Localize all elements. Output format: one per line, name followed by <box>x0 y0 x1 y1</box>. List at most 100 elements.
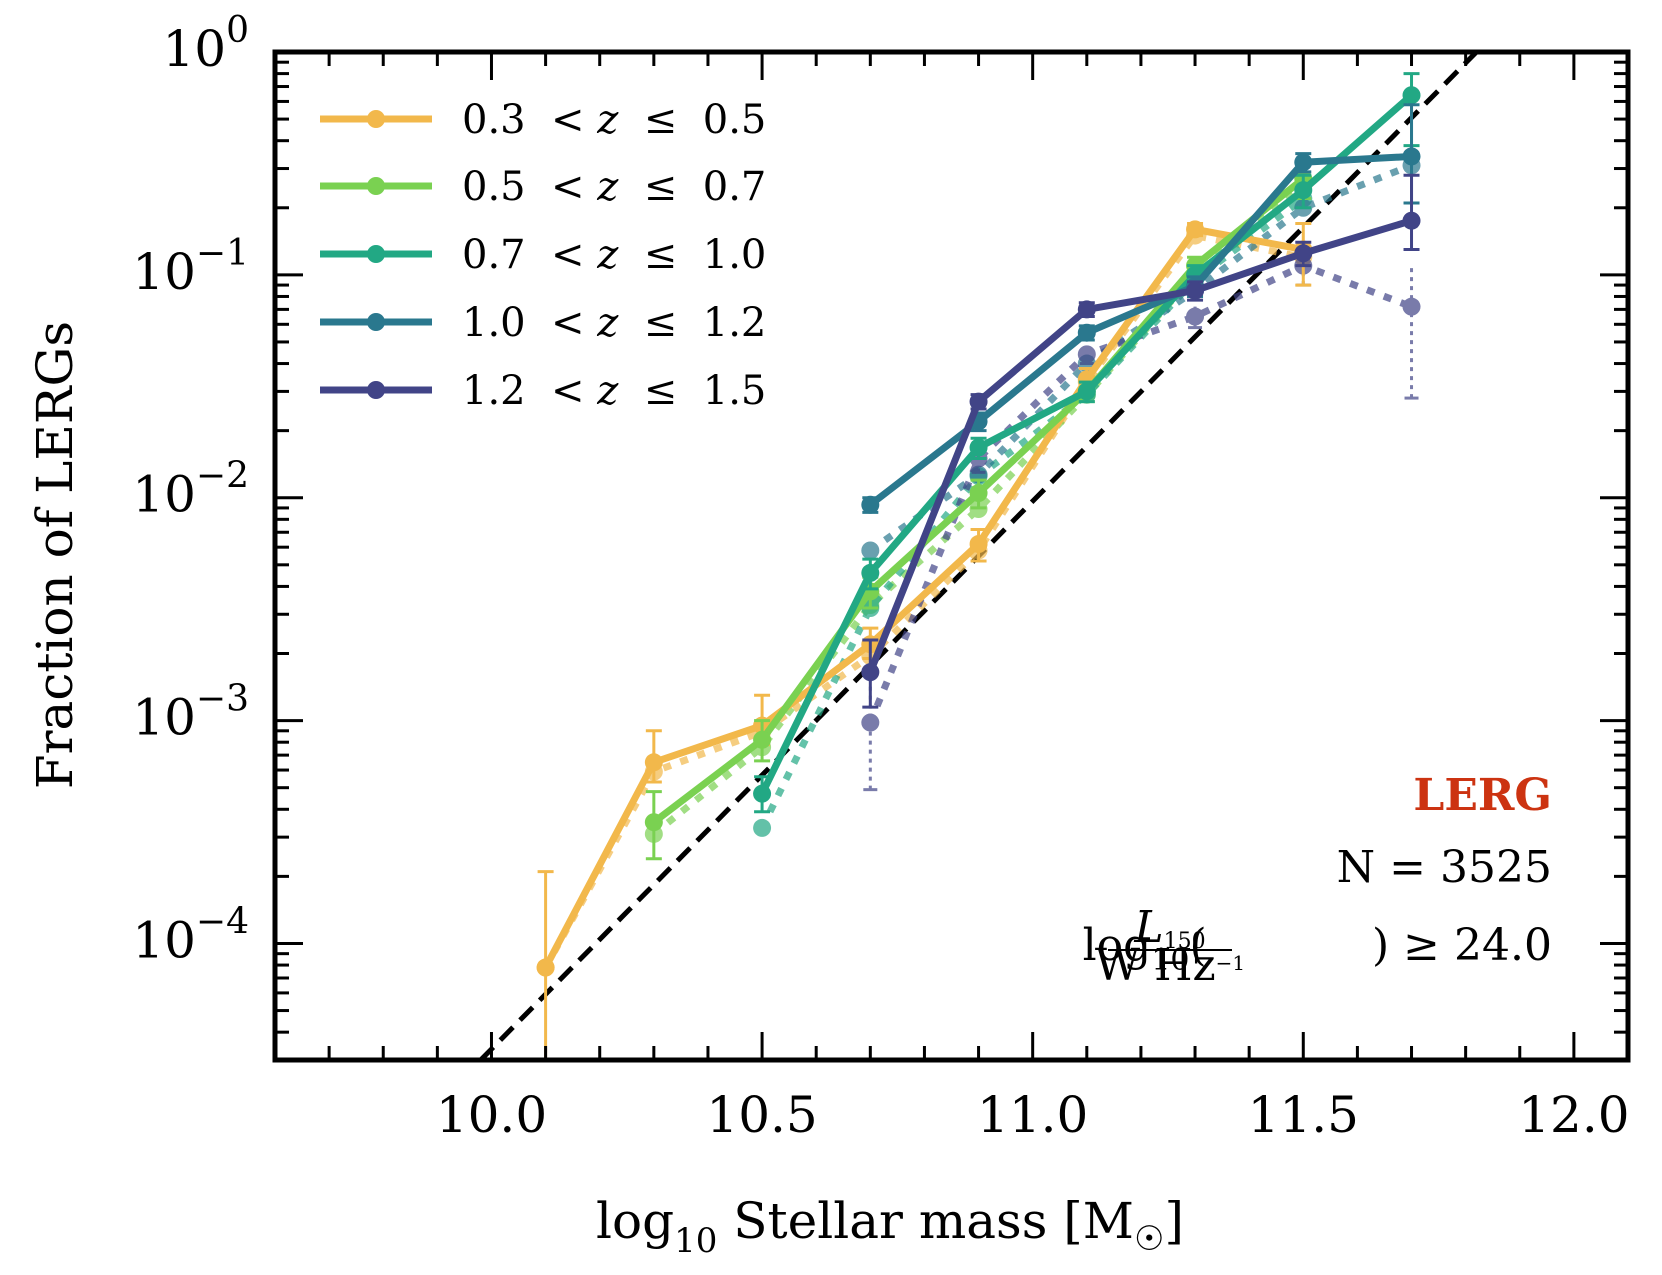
data-point <box>861 563 880 582</box>
data-point <box>1294 153 1313 172</box>
legend-lt: < <box>526 300 598 346</box>
y-tick-label-exponent: −3 <box>196 679 249 720</box>
legend-lt: < <box>526 97 598 143</box>
data-point <box>1402 147 1421 166</box>
legend-le: ≤ <box>618 97 702 143</box>
x-axis-label-sun: ☉ <box>1134 1219 1164 1259</box>
data-point <box>1294 181 1313 200</box>
legend-z-low: 0.3 <box>462 97 526 143</box>
legend-marker <box>367 110 385 128</box>
data-point <box>1402 211 1421 230</box>
legend-entry: 0.3 < z ≤ 0.5 <box>320 97 766 143</box>
data-point <box>536 958 555 977</box>
annotation-cut-paren-open: ( <box>1190 920 1207 971</box>
y-tick-label: 10−1 <box>132 233 249 301</box>
annotation-cut-den: W Hz <box>1095 940 1216 991</box>
legend-lt: < <box>526 164 598 210</box>
solid-series-4 <box>861 173 1421 709</box>
solid-series-2 <box>753 72 1421 814</box>
data-point <box>753 730 772 749</box>
legend-label: 1.2 < z ≤ 1.5 <box>462 368 766 414</box>
annotation-cut-log-sub: 10 <box>1151 943 1189 978</box>
y-tick-label-exponent: −2 <box>196 456 249 497</box>
x-axis-label: log10 Stellar mass [M☉] <box>596 1192 1184 1261</box>
legend-entry: 0.7 < z ≤ 1.0 <box>320 232 766 278</box>
annotation-cut-log: log <box>1083 920 1152 971</box>
y-tick-label: 10−2 <box>132 456 249 524</box>
legend-z-high: 1.2 <box>703 300 767 346</box>
data-point <box>1402 86 1421 105</box>
data-point <box>1186 281 1205 300</box>
series-line <box>542 225 1304 970</box>
legend-entry: 0.5 < z ≤ 0.7 <box>320 164 766 210</box>
legend-marker <box>367 313 385 331</box>
y-tick-label-base: 10 <box>132 911 196 969</box>
dotted-series-line <box>868 162 1413 554</box>
annotation-title: LERG <box>1413 770 1552 821</box>
dotted-data-point <box>1186 307 1205 326</box>
annotation-cut-num-L: L <box>1133 902 1163 953</box>
x-tick-labels: 10.0 10.5 11.0 11.5 12.0 <box>436 1086 1630 1144</box>
annotation-cut-den-sup: −1 <box>1216 951 1245 975</box>
annotation-cut-denominator: W Hz−1 <box>1095 940 1245 991</box>
x-axis-label-main: Stellar mass [M <box>717 1192 1134 1250</box>
dotted-data-point <box>1077 345 1096 364</box>
annotation-cut-space <box>1440 920 1454 971</box>
series-line <box>868 152 1412 508</box>
annotation-cut-value: 24.0 <box>1454 920 1552 971</box>
legend-z-high: 0.7 <box>703 164 767 210</box>
annotation-block: LERG N = 3525 log10(WWHzWW) ≥ 24.0 L150 … <box>1083 770 1552 991</box>
solid-series-0 <box>536 220 1313 1060</box>
legend-z: z <box>596 164 619 210</box>
legend-entry: 1.2 < z ≤ 1.5 <box>320 368 766 414</box>
dotted-data-point <box>1402 297 1421 316</box>
dotted-series-2 <box>753 189 1313 837</box>
annotation-cut: log10(WWHzWW) ≥ 24.0 <box>1083 920 1552 978</box>
legend-z: z <box>596 368 619 414</box>
data-point <box>861 495 880 514</box>
x-tick-label: 11.0 <box>977 1086 1088 1144</box>
legend-z: z <box>596 97 619 143</box>
series-line <box>867 217 1413 674</box>
legend-lt: < <box>526 232 598 278</box>
legend-z-high: 1.0 <box>703 232 767 278</box>
y-tick-label-exponent: 0 <box>226 10 249 51</box>
x-axis-label-sub: 10 <box>674 1221 717 1261</box>
dotted-data-point <box>753 818 772 837</box>
data-point <box>1186 220 1205 239</box>
y-tick-label: 10−3 <box>132 679 249 747</box>
annotation-cut-relation: ≥ <box>1403 920 1440 971</box>
y-tick-label-base: 10 <box>132 466 196 524</box>
data-point <box>1077 323 1096 342</box>
solid-series-layer <box>536 72 1421 1060</box>
plot-frame <box>272 49 1631 1063</box>
dotted-data-point <box>861 541 880 560</box>
dotted-series-3 <box>861 156 1421 560</box>
y-tick-label-exponent: −1 <box>196 233 249 274</box>
data-point <box>644 813 663 832</box>
legend: 0.3 < z ≤ 0.50.5 < z ≤ 0.70.7 < z ≤ 1.01… <box>320 97 766 414</box>
dotted-data-point <box>861 713 880 732</box>
legend-le: ≤ <box>618 164 702 210</box>
x-tick-label: 11.5 <box>1248 1086 1359 1144</box>
annotation-count: N = 3525 <box>1337 842 1552 893</box>
data-point <box>969 438 988 457</box>
legend-le: ≤ <box>618 368 702 414</box>
y-tick-label-base: 10 <box>162 20 226 78</box>
x-tick-label: 10.0 <box>436 1086 547 1144</box>
legend-z-low: 0.7 <box>462 232 526 278</box>
legend-entry: 1.0 < z ≤ 1.2 <box>320 300 766 346</box>
legend-z: z <box>596 232 619 278</box>
series-line <box>758 92 1414 796</box>
legend-marker <box>367 381 385 399</box>
solid-series-3 <box>861 103 1421 514</box>
legend-le: ≤ <box>618 300 702 346</box>
legend-z-low: 1.0 <box>462 300 526 346</box>
data-point <box>1077 382 1096 401</box>
ticks-layer <box>273 50 1630 1062</box>
x-tick-label: 12.0 <box>1518 1086 1629 1144</box>
data-point <box>644 753 663 772</box>
legend-z-low: 0.5 <box>462 164 526 210</box>
y-tick-label-exponent: −4 <box>196 901 249 942</box>
